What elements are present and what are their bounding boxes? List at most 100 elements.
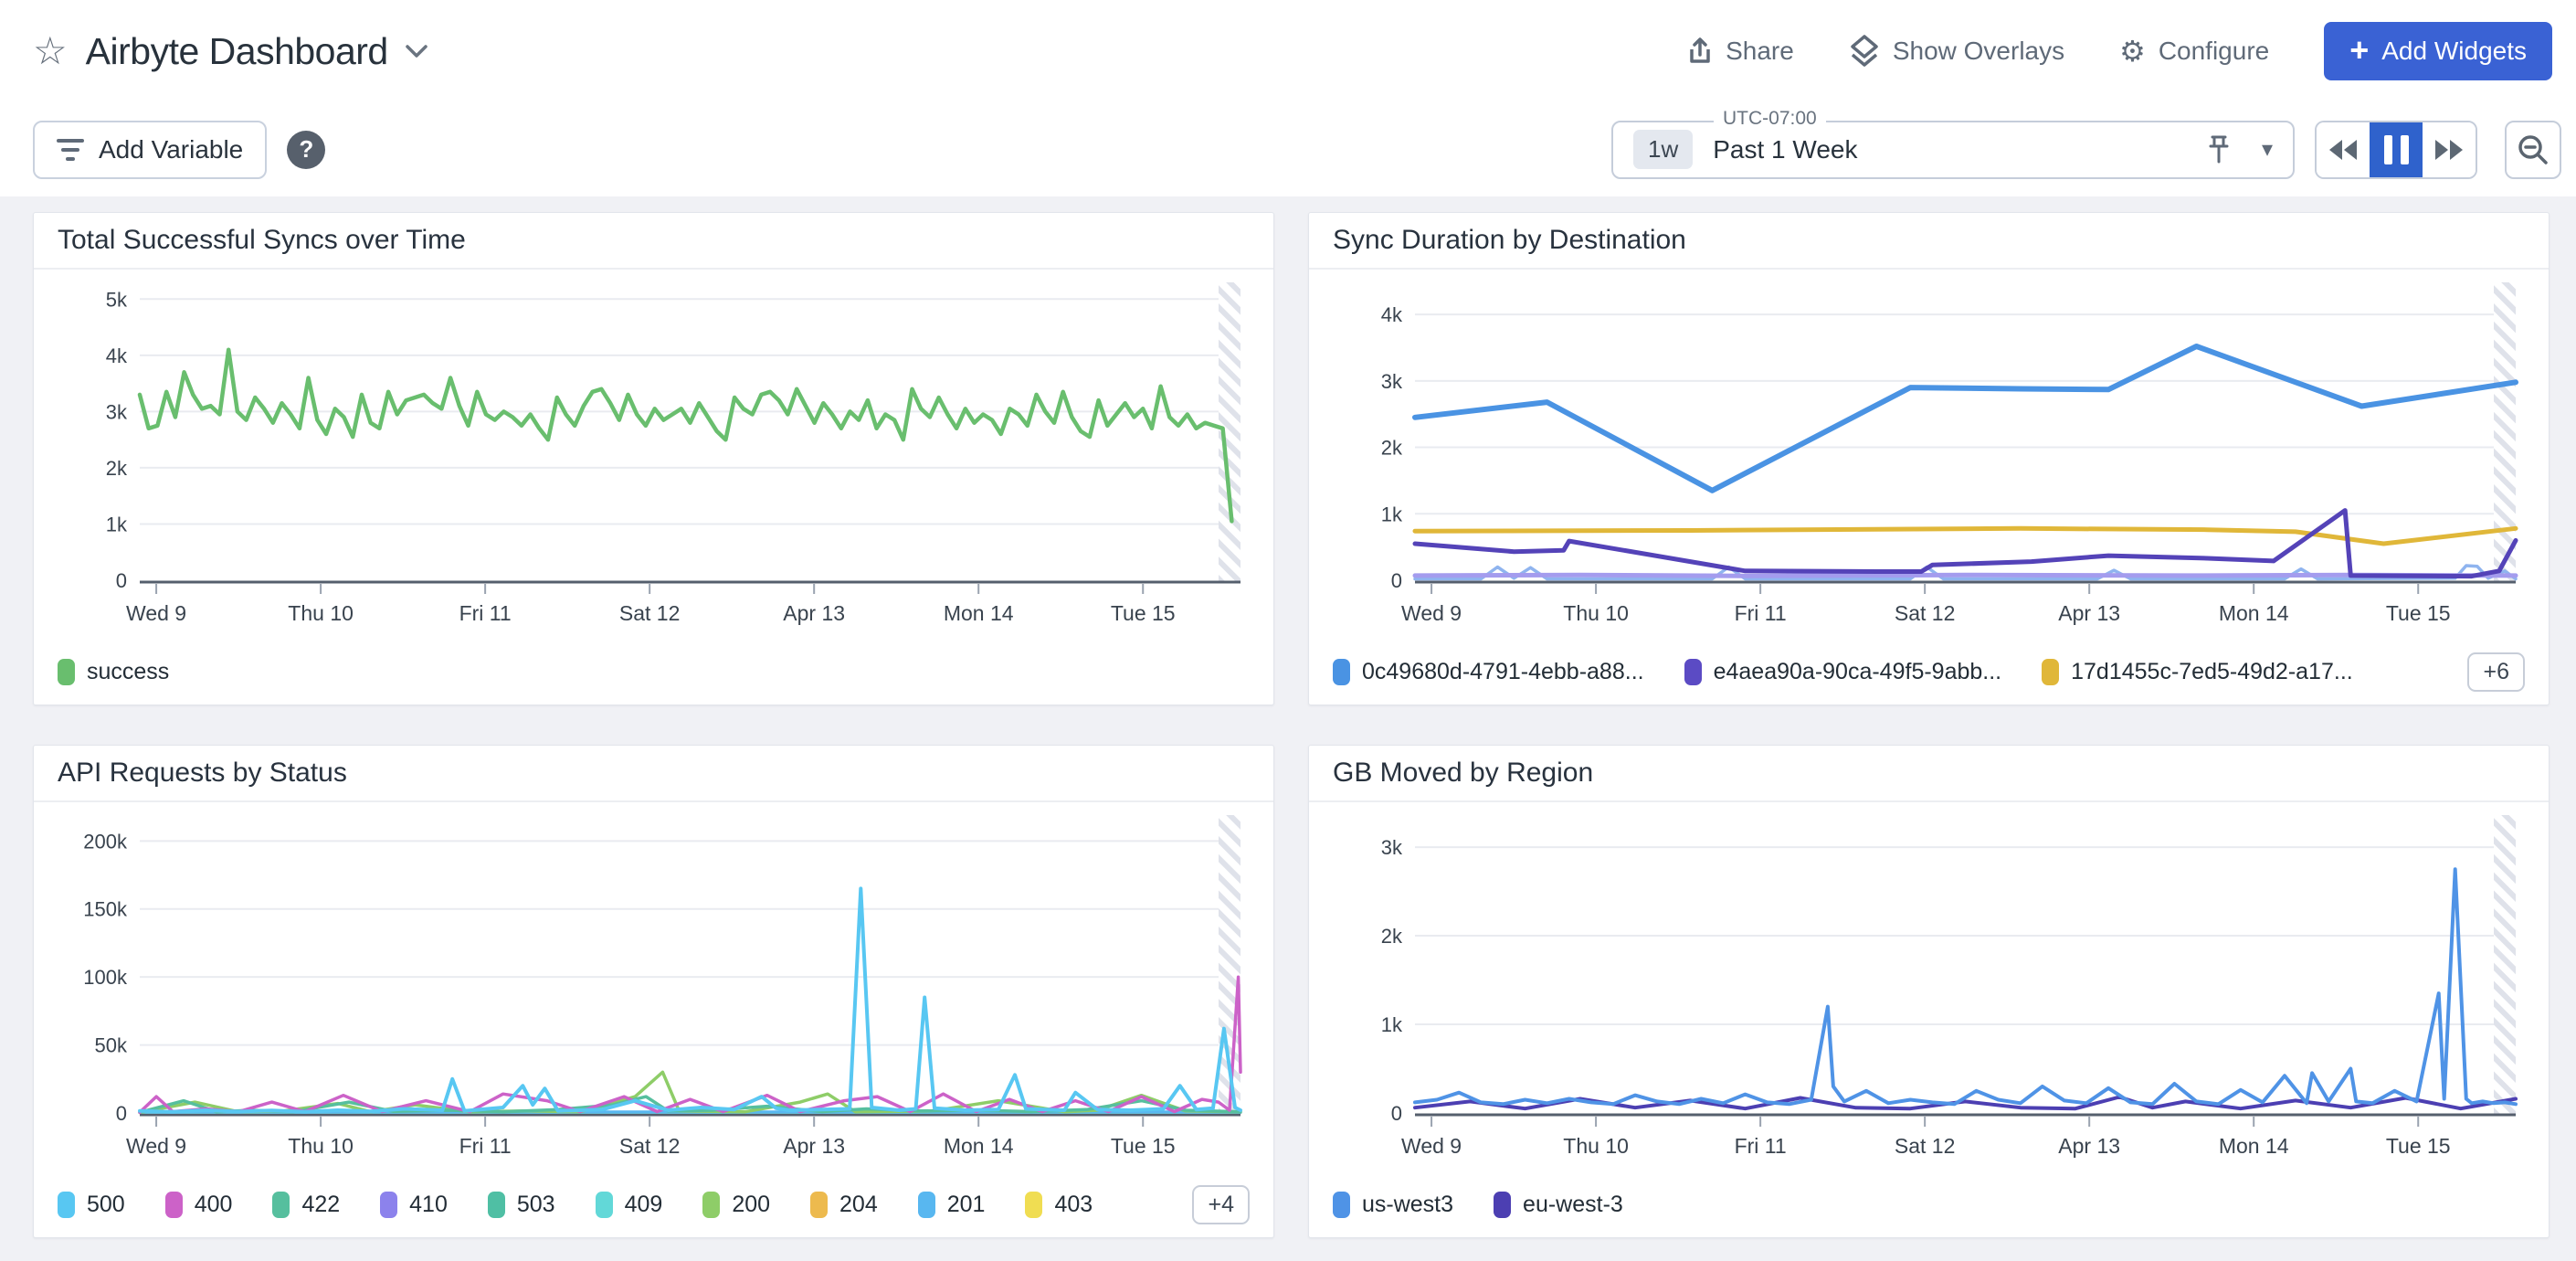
add-variable-button[interactable]: Add Variable <box>33 120 268 179</box>
line-chart-gb-moved[interactable]: 0 1k 2k 3k Wed 9 Thu 10 Fri 11 Sat 12 Apr 13 Mon … <box>1333 804 2527 1171</box>
page-title: Airbyte Dashboard <box>85 29 389 72</box>
svg-text:2k: 2k <box>106 457 128 480</box>
legend-label: us-west3 <box>1362 1191 1454 1217</box>
rewind-button[interactable] <box>2317 122 2370 177</box>
add-widgets-label: Add Widgets <box>2381 37 2527 65</box>
svg-text:4k: 4k <box>106 344 128 367</box>
widget-title[interactable]: Total Successful Syncs over Time <box>34 213 1273 270</box>
title-chevron-down-icon[interactable] <box>405 44 428 58</box>
configure-button[interactable]: ⚙ Configure <box>2119 37 2269 66</box>
time-dropdown-caret-icon[interactable]: ▾ <box>2261 137 2273 162</box>
legend-item-500[interactable]: 500 <box>58 1191 125 1218</box>
favorite-star-icon[interactable]: ☆ <box>33 29 68 72</box>
pin-icon[interactable] <box>2207 134 2231 165</box>
svg-text:2k: 2k <box>1381 925 1403 948</box>
plus-icon: + <box>2349 30 2370 69</box>
legend-label: 204 <box>839 1191 878 1217</box>
legend-item-0c49680d-4791-4ebb-a88-[interactable]: 0c49680d-4791-4ebb-a88... <box>1333 658 1644 685</box>
legend-label: 409 <box>624 1191 663 1217</box>
legend-item-e4aea90a-90ca-49f5-9abb-[interactable]: e4aea90a-90ca-49f5-9abb... <box>1684 658 2001 685</box>
legend-item-us-west3[interactable]: us-west3 <box>1333 1191 1454 1218</box>
time-playback-controls <box>2315 120 2477 179</box>
legend-item-403[interactable]: 403 <box>1025 1191 1093 1218</box>
legend-label: 17d1455c-7ed5-49d2-a17... <box>2071 658 2353 684</box>
legend-swatch <box>1494 1191 1512 1218</box>
legend-item-400[interactable]: 400 <box>164 1191 232 1218</box>
timezone-label: UTC-07:00 <box>1714 107 1826 130</box>
legend-item-409[interactable]: 409 <box>595 1191 663 1218</box>
svg-text:1k: 1k <box>1381 503 1403 525</box>
time-range-selector[interactable]: UTC-07:00 1w Past 1 Week ▾ <box>1611 107 2295 179</box>
svg-text:5k: 5k <box>106 288 128 311</box>
legend-item-17d1455c-7ed5-49d2-a17-[interactable]: 17d1455c-7ed5-49d2-a17... <box>2042 658 2353 685</box>
legend-item-success[interactable]: success <box>58 658 170 685</box>
legend-label: 201 <box>946 1191 986 1217</box>
chart-legend: 0c49680d-4791-4ebb-a88... e4aea90a-90ca-4… <box>1309 639 2549 705</box>
line-chart-api-requests[interactable]: 0 50k 100k 150k 200k Wed 9 Thu 10 Fri 11 Sat 12 A… <box>58 804 1251 1171</box>
svg-text:Mon 14: Mon 14 <box>2219 601 2289 625</box>
legend-label: 403 <box>1054 1191 1093 1217</box>
show-overlays-label: Show Overlays <box>1892 37 2065 65</box>
show-overlays-button[interactable]: Show Overlays <box>1849 35 2064 68</box>
svg-text:Wed 9: Wed 9 <box>1401 601 1462 625</box>
legend-swatch <box>487 1191 505 1218</box>
legend-overflow-button[interactable]: +6 <box>2467 652 2525 692</box>
legend-item-204[interactable]: 204 <box>810 1191 878 1218</box>
widget-title[interactable]: Sync Duration by Destination <box>1309 213 2549 270</box>
legend-overflow-button[interactable]: +4 <box>1192 1184 1250 1224</box>
line-chart-total-successful-syncs[interactable]: 0 1k 2k 3k 4k 5k Wed 9 Thu 10 Fri 11 Sat 12 Apr 13… <box>58 271 1251 639</box>
svg-text:Thu 10: Thu 10 <box>288 1134 354 1158</box>
svg-text:50k: 50k <box>95 1034 128 1057</box>
svg-text:Sat 12: Sat 12 <box>1895 601 1956 625</box>
filter-icon <box>57 138 84 161</box>
legend-label: 503 <box>516 1191 555 1217</box>
widget-title[interactable]: API Requests by Status <box>34 746 1273 802</box>
legend-item-503[interactable]: 503 <box>487 1191 555 1218</box>
legend-swatch <box>272 1191 290 1218</box>
legend-swatch <box>1025 1191 1043 1218</box>
widget-title[interactable]: GB Moved by Region <box>1309 746 2549 802</box>
add-variable-label: Add Variable <box>99 134 244 164</box>
svg-text:Mon 14: Mon 14 <box>2219 1134 2289 1158</box>
legend-swatch <box>2042 658 2060 685</box>
svg-text:Mon 14: Mon 14 <box>944 1134 1014 1158</box>
svg-text:Apr 13: Apr 13 <box>783 601 845 625</box>
configure-label: Configure <box>2158 37 2270 65</box>
svg-text:Tue 15: Tue 15 <box>2386 1134 2451 1158</box>
add-widgets-button[interactable]: + Add Widgets <box>2324 22 2552 80</box>
svg-text:Mon 14: Mon 14 <box>944 601 1014 625</box>
legend-item-eu-west-3[interactable]: eu-west-3 <box>1494 1191 1623 1218</box>
fast-forward-button[interactable] <box>2423 122 2476 177</box>
svg-text:2k: 2k <box>1381 437 1403 460</box>
zoom-out-button[interactable] <box>2505 120 2561 179</box>
legend-label: 500 <box>87 1191 125 1217</box>
widget-total-successful-syncs: Total Successful Syncs over Time 0 1k 2k 3k… <box>33 212 1274 705</box>
svg-text:0: 0 <box>1391 1102 1402 1125</box>
svg-text:Fri 11: Fri 11 <box>1735 1134 1787 1158</box>
legend-label: 410 <box>409 1191 448 1217</box>
legend-item-410[interactable]: 410 <box>380 1191 448 1218</box>
legend-label: success <box>87 658 170 684</box>
help-icon[interactable]: ? <box>287 130 326 169</box>
pause-button[interactable] <box>2370 122 2423 177</box>
svg-text:Tue 15: Tue 15 <box>1111 1134 1176 1158</box>
chart-legend: 500 400 422 410 503 409 200 204 201 403 +4 <box>34 1171 1273 1237</box>
svg-text:1k: 1k <box>1381 1013 1403 1036</box>
svg-text:Wed 9: Wed 9 <box>126 1134 186 1158</box>
legend-item-200[interactable]: 200 <box>702 1191 771 1218</box>
time-range-label: Past 1 Week <box>1713 134 1858 164</box>
svg-text:Tue 15: Tue 15 <box>2386 601 2451 625</box>
share-button[interactable]: Share <box>1687 37 1794 66</box>
svg-text:Thu 10: Thu 10 <box>1563 1134 1629 1158</box>
svg-text:Apr 13: Apr 13 <box>2058 1134 2120 1158</box>
svg-text:150k: 150k <box>83 898 128 921</box>
line-chart-sync-duration[interactable]: 0 1k 2k 3k 4k Wed 9 Thu 10 Fri 11 Sat 12 Apr 13 Mo… <box>1333 271 2527 639</box>
time-shortcut-chip[interactable]: 1w <box>1633 130 1694 169</box>
svg-text:Apr 13: Apr 13 <box>783 1134 845 1158</box>
legend-item-422[interactable]: 422 <box>272 1191 340 1218</box>
svg-text:3k: 3k <box>106 400 128 423</box>
legend-item-201[interactable]: 201 <box>917 1191 986 1218</box>
svg-text:0: 0 <box>116 569 127 592</box>
svg-text:Sat 12: Sat 12 <box>619 601 681 625</box>
legend-label: 200 <box>732 1191 771 1217</box>
